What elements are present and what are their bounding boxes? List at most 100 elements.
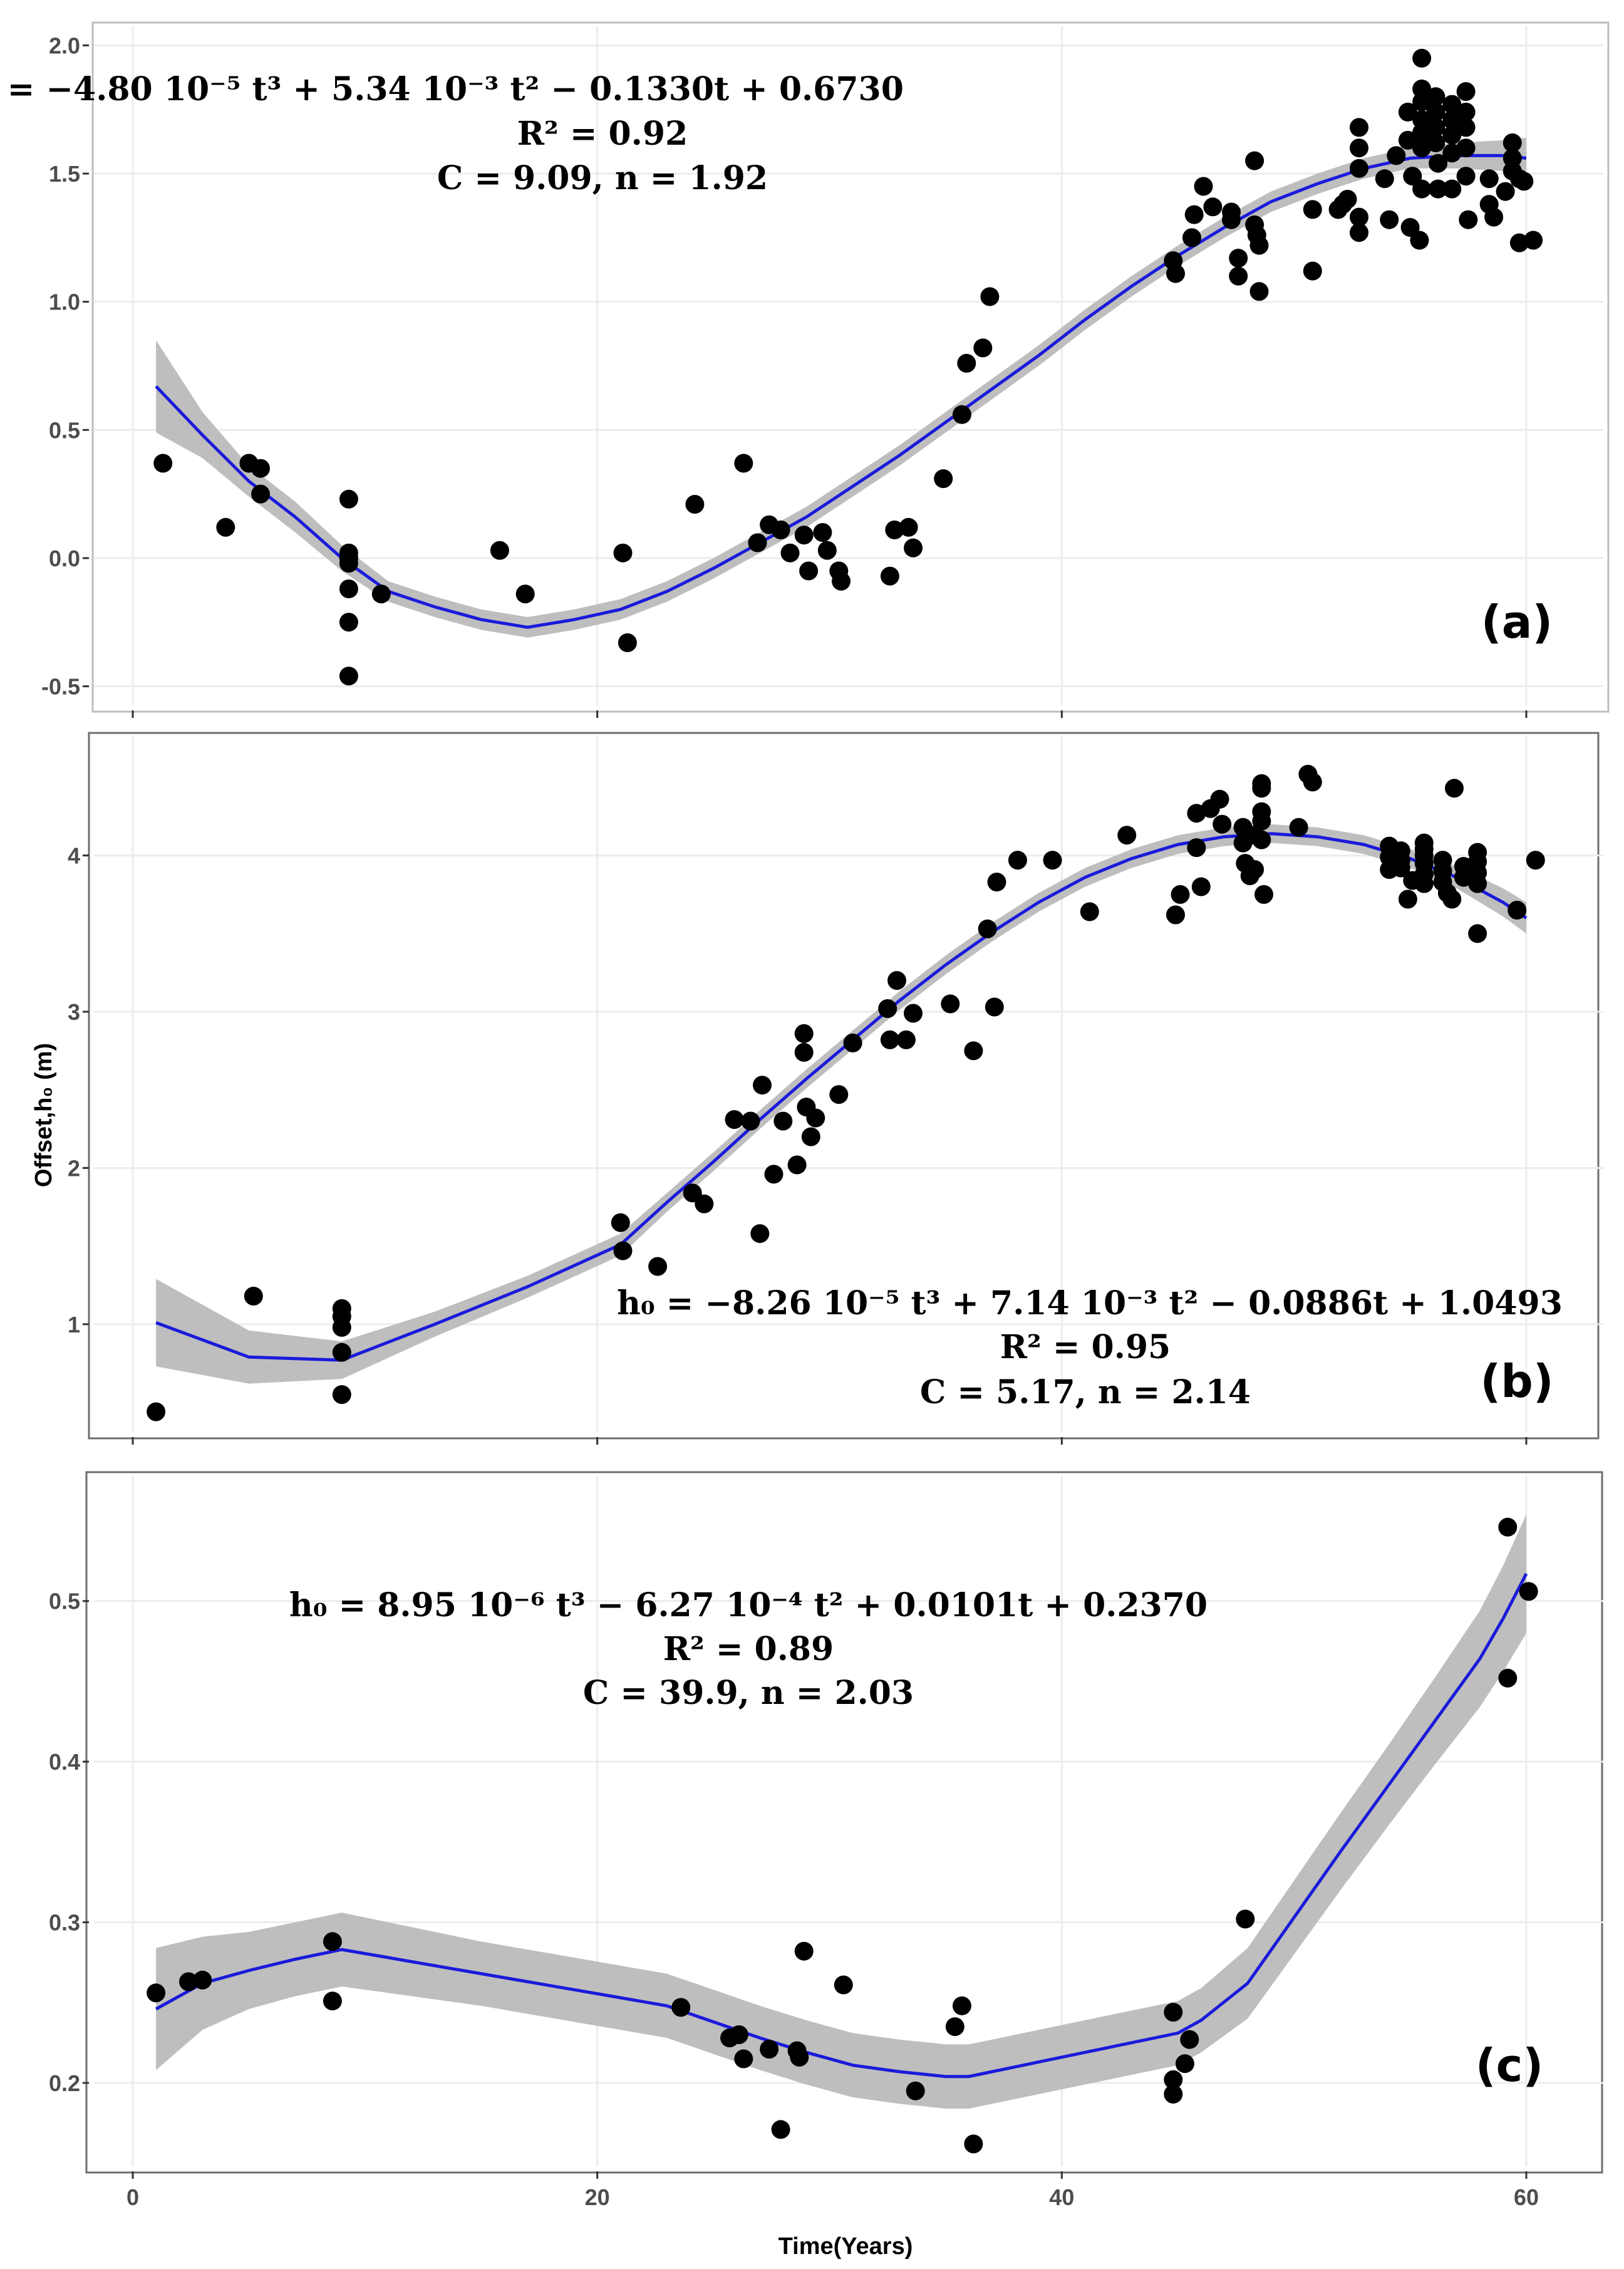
a-data-point-94: [1459, 210, 1478, 229]
a-data-point-80: [1426, 118, 1446, 137]
b-data-point-41: [1171, 885, 1190, 904]
a-data-point-51: [1249, 236, 1269, 255]
a-data-point-29: [880, 566, 899, 586]
a-data-point-12: [371, 584, 391, 604]
c-data-point-4: [323, 1991, 342, 2011]
c-data-point-20: [1164, 2070, 1183, 2089]
b-data-point-30: [904, 1004, 923, 1023]
b-y-tick-label-1: 2: [68, 1155, 80, 1181]
a-data-point-76: [1412, 179, 1432, 199]
a-data-point-14: [515, 584, 535, 604]
panel-a: -0.5 0.0 0.5 1.0 1.5 2.0 h₀ = −4.80 10⁻⁵ t³ +…: [0, 21, 1610, 718]
a-data-point-52: [1249, 282, 1269, 301]
a-data-point-15: [613, 543, 633, 563]
b-data-point-22: [801, 1127, 820, 1146]
a-data-point-93: [1456, 167, 1476, 186]
a-y-tick-label-1: 0.0: [49, 546, 80, 571]
a-data-point-0: [153, 454, 173, 473]
a-y-tick-label-0: -0.5: [41, 674, 80, 700]
b-y-tick-label-3: 4: [68, 843, 80, 869]
a-data-point-103: [1514, 172, 1534, 191]
c-data-point-19: [1164, 2003, 1183, 2022]
panel-b-r-squared: R² = 0.95: [1000, 1328, 1171, 1366]
b-data-point-58: [1252, 830, 1271, 849]
c-data-point-17: [952, 1996, 971, 2015]
a-data-point-31: [899, 517, 918, 537]
a-data-point-98: [1496, 182, 1515, 201]
a-data-point-78: [1426, 87, 1446, 106]
panel-b-points: [147, 764, 1545, 1421]
c-data-point-3: [323, 1932, 342, 1951]
c-data-point-13: [794, 1941, 814, 1961]
b-data-point-8: [613, 1241, 633, 1260]
b-data-point-26: [878, 999, 897, 1018]
b-data-point-76: [1414, 874, 1434, 893]
b-data-point-18: [787, 1155, 807, 1175]
panel-c-r-squared: R² = 0.89: [663, 1630, 834, 1668]
x-tick-label-0: 0: [127, 2184, 139, 2210]
a-data-point-105: [1524, 231, 1543, 250]
b-data-point-44: [1191, 877, 1211, 896]
panel-c-label: (c): [1476, 2039, 1544, 2092]
c-data-point-10: [771, 2120, 790, 2139]
b-data-point-43: [1187, 838, 1206, 858]
a-data-point-39: [1166, 264, 1185, 283]
b-data-point-6: [332, 1385, 351, 1404]
a-data-point-70: [1412, 48, 1432, 68]
b-data-point-91: [1526, 851, 1545, 870]
a-data-point-8: [339, 554, 358, 573]
b-data-point-11: [695, 1194, 714, 1213]
a-data-point-35: [957, 353, 976, 373]
b-data-point-19: [794, 1024, 814, 1043]
b-data-point-1: [244, 1287, 263, 1306]
a-data-point-45: [1222, 210, 1241, 229]
a-data-point-41: [1184, 205, 1204, 224]
c-y-tick-label-1: 0.3: [49, 1910, 80, 1936]
a-data-point-100: [1502, 148, 1522, 168]
panel-b: 1 2 3 4 h₀ = −8.26 10⁻⁵ t³ + 7.14 10⁻³ t² −…: [68, 732, 1603, 1445]
a-data-point-18: [734, 454, 753, 473]
a-data-point-4: [251, 484, 270, 504]
b-data-point-12: [725, 1110, 744, 1129]
x-tick-label-1: 20: [585, 2184, 610, 2210]
a-data-point-67: [1398, 130, 1417, 150]
a-data-point-71: [1412, 80, 1432, 98]
a-data-point-77: [1410, 231, 1429, 250]
c-data-point-9: [760, 2040, 779, 2059]
c-data-point-16: [945, 2017, 965, 2037]
x-tick-label-2: 40: [1049, 2184, 1074, 2210]
a-data-point-63: [1375, 169, 1394, 189]
a-data-point-28: [832, 571, 851, 591]
b-data-point-34: [985, 997, 1004, 1017]
a-data-point-25: [813, 523, 832, 542]
a-data-point-3: [251, 459, 270, 478]
b-data-point-69: [1398, 890, 1417, 909]
a-data-point-46: [1229, 249, 1248, 268]
a-data-point-89: [1456, 82, 1476, 101]
a-data-point-66: [1398, 102, 1417, 122]
a-data-point-40: [1182, 228, 1201, 247]
b-data-point-60: [1289, 818, 1308, 837]
b-data-point-59: [1254, 885, 1273, 904]
a-data-point-85: [1442, 110, 1462, 130]
b-data-point-5: [332, 1342, 351, 1362]
a-data-point-23: [794, 526, 814, 545]
a-data-point-33: [934, 469, 953, 489]
a-data-point-37: [980, 287, 1000, 306]
a-y-tick-label-3: 1.0: [49, 289, 80, 315]
c-y-tick-label-2: 0.4: [49, 1749, 80, 1775]
a-data-point-79: [1426, 102, 1446, 122]
a-data-point-54: [1303, 261, 1322, 281]
c-data-point-15: [906, 2081, 925, 2100]
c-data-point-0: [147, 1983, 166, 2003]
a-data-point-62: [1350, 223, 1368, 242]
panel-a-grid: [94, 26, 1603, 705]
a-data-point-57: [1338, 190, 1357, 209]
a-data-point-30: [885, 520, 904, 539]
b-data-point-25: [843, 1033, 862, 1052]
b-data-point-24: [829, 1085, 849, 1104]
b-data-point-28: [887, 971, 906, 990]
b-data-point-46: [1210, 789, 1229, 809]
b-data-point-57: [1252, 811, 1271, 831]
